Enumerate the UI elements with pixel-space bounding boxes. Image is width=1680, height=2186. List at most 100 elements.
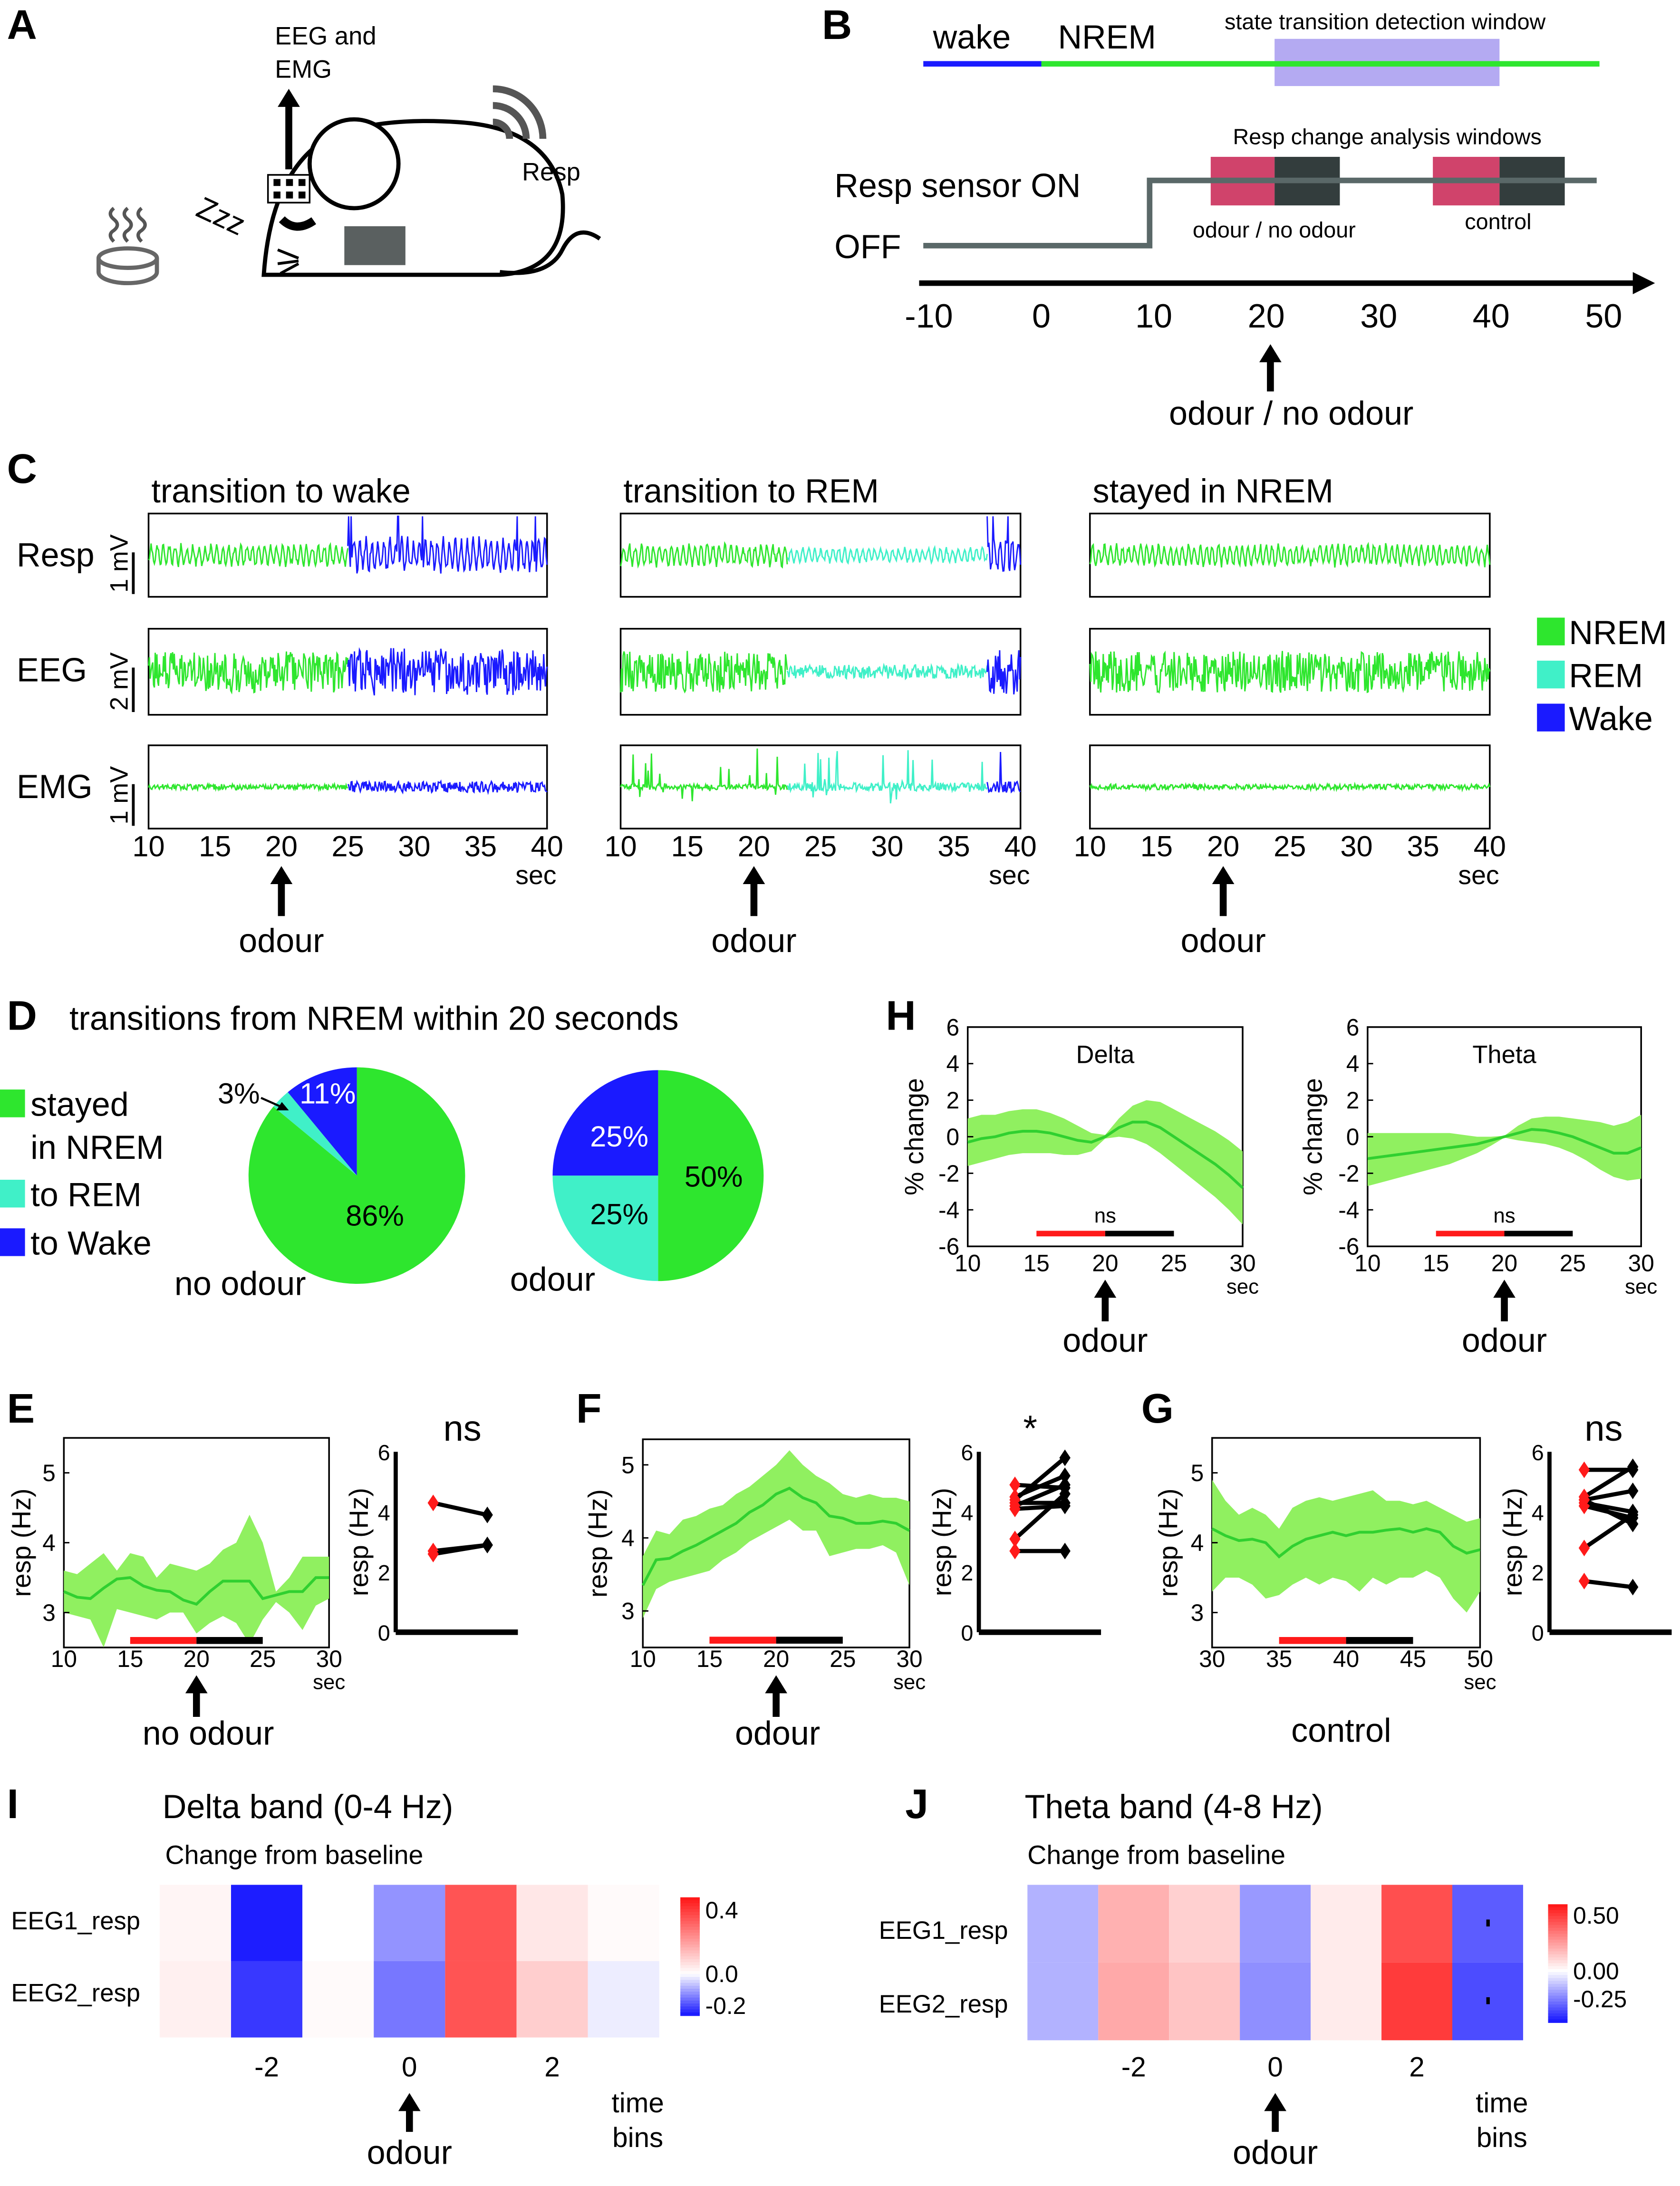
colorbar-step: [680, 1909, 700, 1913]
trace-wake-segment: [347, 779, 548, 795]
colorbar-step: [680, 1918, 700, 1922]
y-axis-label: % change: [1298, 1078, 1327, 1195]
stimulus-arrow-icon: [1493, 1280, 1516, 1298]
y-tick-label: 2: [378, 1560, 390, 1585]
colorbar-step: [1548, 2002, 1568, 2005]
heatmap-cell: [1027, 1885, 1099, 1963]
sensor-off-label: OFF: [834, 228, 901, 265]
heatmap-cell: [1311, 1885, 1382, 1963]
y-tick-label: 2: [946, 1087, 960, 1114]
y-tick-label: 4: [1346, 1050, 1360, 1077]
pie-slice-stayed-in-nrem: [658, 1070, 764, 1281]
heatmap-cell: [1240, 1962, 1311, 2041]
x-tick-label: 30: [1199, 1646, 1225, 1672]
y-tick-label: 4: [961, 1500, 973, 1525]
panel-label-d: D: [7, 992, 37, 1039]
y-tick-label: 0: [961, 1620, 973, 1645]
nrem-label: NREM: [1058, 19, 1156, 56]
heatmap-subtitle: Change from baseline: [165, 1840, 424, 1870]
pie-legend-swatch: [0, 1228, 25, 1256]
heatmap-cell: [1311, 1962, 1382, 2041]
colorbar-step: [680, 1965, 700, 1969]
heatmap-title: Theta band (4-8 Hz): [1024, 1788, 1323, 1825]
trace-wake-segment: [347, 515, 548, 574]
legend-label: NREM: [1569, 614, 1667, 651]
odour-label: odour: [711, 922, 796, 959]
colorbar-step: [680, 1962, 700, 1966]
trace-nrem-segment: [1089, 542, 1491, 568]
electrode-pin: [298, 179, 306, 186]
colorbar-step: [1548, 1945, 1568, 1949]
scale-bar-label: 1 mV: [106, 766, 134, 825]
colorbar-step: [680, 1941, 700, 1945]
y-tick-label: 6: [946, 1014, 960, 1040]
time-tick-label: 40: [531, 830, 563, 863]
y-axis-label: resp (Hz): [927, 1488, 957, 1596]
heatmap-cell: [231, 1961, 303, 2038]
significance-label: ns: [1094, 1204, 1116, 1227]
time-tick-label: 25: [804, 830, 837, 863]
time-tick-label: 30: [1340, 830, 1372, 863]
stimulus-arrow-icon: [1094, 1280, 1117, 1298]
x-tick-label: 20: [1491, 1250, 1517, 1277]
y-tick-label: 2: [961, 1560, 973, 1585]
trace-nrem-segment: [620, 541, 788, 569]
colorbar-step: [680, 1992, 700, 1995]
colorbar-step: [1548, 1939, 1568, 1944]
colorbar-step: [1548, 1969, 1568, 1973]
x-tick-label: 45: [1400, 1646, 1426, 1672]
time-tick-label: 10: [132, 830, 164, 863]
panel-label-a: A: [7, 1, 37, 48]
x-unit-label: sec: [313, 1671, 345, 1694]
pie-value-label: 25%: [590, 1197, 648, 1230]
colorbar-tick-label: -0.25: [1573, 1986, 1627, 2013]
colorbar-step: [1548, 1927, 1568, 1932]
odour-arrow-icon: [1212, 866, 1235, 885]
colorbar-step: [680, 1929, 700, 1934]
post-point: [1627, 1483, 1639, 1500]
y-tick-label: 6: [1346, 1014, 1360, 1040]
pie-legend-label: stayed: [30, 1086, 129, 1123]
x-tick-label: 25: [1161, 1250, 1187, 1277]
row-label-eeg: EEG: [17, 652, 87, 689]
time-tick-label: 30: [871, 830, 903, 863]
mouse-whisker: [280, 262, 299, 275]
colorbar-step: [680, 1947, 700, 1951]
y-tick-label: 2: [1346, 1087, 1360, 1114]
electrode-pin: [273, 191, 280, 199]
colorbar-step: [680, 1900, 700, 1904]
pie-legend-swatch: [0, 1089, 25, 1117]
colorbar-step: [680, 1933, 700, 1936]
post-point: [482, 1536, 493, 1553]
time-tick-label: 15: [199, 830, 231, 863]
colorbar-step: [1548, 1975, 1568, 1979]
heatmap-cell: [159, 1961, 231, 2038]
y-tick-label: 4: [1532, 1500, 1544, 1525]
confidence-band: [1212, 1480, 1480, 1613]
mean-line: [967, 1120, 1244, 1189]
colorbar-step: [1548, 1995, 1568, 2000]
time-bins-label: time: [612, 2088, 664, 2119]
y-axis-label: resp (Hz): [583, 1489, 612, 1598]
odour-arrow-icon: [743, 866, 765, 885]
heatmap-cell: [588, 1961, 659, 2038]
odour-label: odour: [1233, 2134, 1318, 2171]
x-tick-label: 30: [316, 1646, 342, 1672]
time-tick-label: 30: [398, 830, 430, 863]
pointer-arrow-icon: [276, 1102, 289, 1110]
trace-rem-segment: [786, 750, 988, 804]
heatmap-cell: [1381, 1885, 1453, 1963]
time-tick-label: 50: [1585, 298, 1622, 335]
time-tick-label: 15: [671, 830, 704, 863]
y-tick-label: 3: [42, 1599, 56, 1626]
pie-slice-stayed-in-nrem: [248, 1067, 465, 1284]
odour-label: odour: [367, 2134, 452, 2171]
x-tick-label: 20: [1092, 1250, 1118, 1277]
confidence-band: [1367, 1115, 1641, 1186]
time-axis-arrow-icon: [1632, 272, 1655, 295]
heatmap-cell: [1381, 1962, 1453, 2041]
colorbar-step: [1548, 2007, 1568, 2012]
colorbar-step: [1548, 1990, 1568, 1993]
y-tick-label: 4: [946, 1050, 960, 1077]
pie-value-label: 25%: [590, 1120, 648, 1153]
